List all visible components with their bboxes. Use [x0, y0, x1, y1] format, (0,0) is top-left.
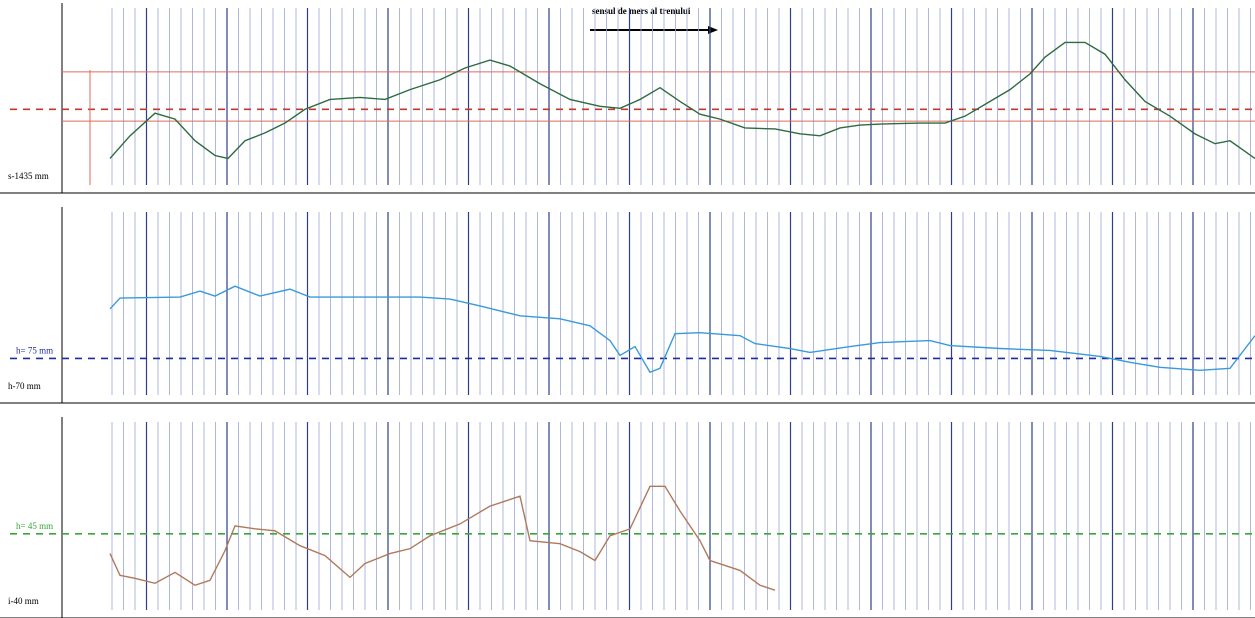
- data-line: [109, 41, 1255, 160]
- annotation: sensul de mers al trenului: [592, 6, 691, 16]
- side-label: s-1435 mm: [8, 171, 49, 181]
- data-line: [109, 485, 776, 591]
- side-label: h-70 mm: [8, 381, 41, 391]
- reference-label: h= 75 mm: [16, 345, 53, 355]
- data-line: [109, 285, 1255, 374]
- reference-label: h= 45 mm: [16, 521, 53, 531]
- side-label: i-40 mm: [8, 596, 39, 606]
